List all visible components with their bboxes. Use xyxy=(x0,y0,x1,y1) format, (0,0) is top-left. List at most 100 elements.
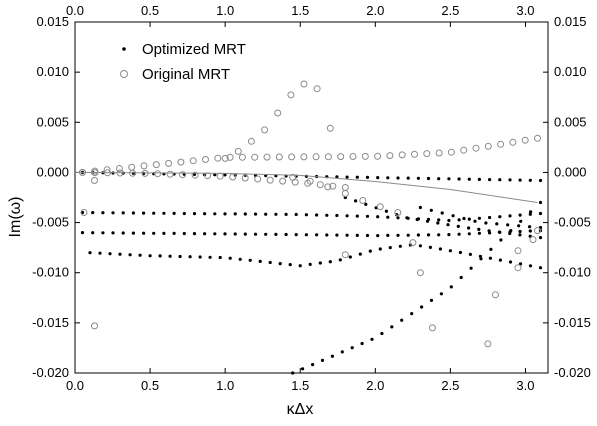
optimized-mrt-point xyxy=(178,254,182,259)
optimized-mrt-point xyxy=(348,255,352,259)
x-tick-label-bottom: 1.0 xyxy=(216,378,234,393)
optimized-mrt-point xyxy=(518,233,522,237)
optimized-mrt-point xyxy=(223,173,227,177)
optimized-mrt-point xyxy=(365,233,370,238)
optimized-mrt-point xyxy=(528,178,532,182)
y-tick-label-left: -0.005 xyxy=(32,215,69,230)
y-tick-label-right: -0.015 xyxy=(554,315,591,330)
optimized-mrt-point xyxy=(479,257,483,261)
optimized-mrt-point xyxy=(101,231,105,235)
optimized-mrt-point xyxy=(457,232,461,236)
original-mrt-point xyxy=(191,171,199,179)
optimized-mrt-point xyxy=(447,218,451,223)
optimized-mrt-point xyxy=(233,212,237,216)
x-tick-label-bottom: 2.5 xyxy=(441,378,459,393)
x-tick-label-top: 2.5 xyxy=(441,3,459,18)
optimized-mrt-point xyxy=(111,231,115,235)
original-mrt-point xyxy=(329,182,337,190)
original-mrt-point xyxy=(398,151,406,159)
optimized-mrt-point xyxy=(291,371,295,375)
optimized-mrt-point xyxy=(386,215,390,219)
original-mrt-point xyxy=(261,126,269,134)
optimized-mrt-point xyxy=(80,231,85,235)
optimized-mrt-point xyxy=(228,256,232,260)
optimized-mrt-point xyxy=(477,231,481,235)
optimized-mrt-point xyxy=(406,233,410,237)
optimized-mrt-point xyxy=(400,318,404,322)
optimized-mrt-point xyxy=(223,212,227,216)
original-mrt-point xyxy=(152,161,160,169)
original-mrt-point xyxy=(514,247,522,255)
optimized-mrt-point xyxy=(288,263,292,267)
optimized-mrt-point xyxy=(88,251,92,255)
optimized-mrt-point xyxy=(380,331,384,336)
original-mrt-point xyxy=(179,171,187,179)
optimized-mrt-point xyxy=(182,211,186,216)
optimized-mrt-point xyxy=(428,245,432,249)
optimized-mrt-point xyxy=(487,229,491,233)
optimized-mrt-point xyxy=(376,176,380,180)
original-mrt-point xyxy=(140,162,148,170)
x-tick-label-top: 3.0 xyxy=(516,3,534,18)
optimized-mrt-point xyxy=(497,230,501,234)
optimized-mrt-point xyxy=(538,236,543,240)
optimized-mrt-point xyxy=(370,337,374,341)
optimized-mrt-point xyxy=(498,178,502,182)
original-mrt-point xyxy=(289,173,297,181)
optimized-mrt-point xyxy=(458,250,462,255)
optimized-mrt-point xyxy=(396,216,400,220)
original-mrt-point xyxy=(275,153,283,161)
optimized-mrt-point xyxy=(354,199,358,203)
optimized-mrt-point xyxy=(499,238,503,242)
y-tick-label-left: 0.005 xyxy=(36,114,69,129)
optimized-mrt-point xyxy=(345,175,349,179)
original-mrt-point xyxy=(394,209,402,216)
original-mrt-point xyxy=(423,150,431,158)
optimized-mrt-point xyxy=(467,177,471,181)
optimized-mrt-point xyxy=(223,232,227,236)
optimized-mrt-point xyxy=(198,255,202,259)
original-mrt-point xyxy=(238,153,246,161)
original-mrt-point xyxy=(447,148,455,156)
original-mrt-point xyxy=(247,137,255,145)
optimized-mrt-point xyxy=(538,211,543,216)
optimized-mrt-point xyxy=(528,229,532,233)
original-mrt-point xyxy=(300,80,308,88)
optimized-mrt-point xyxy=(338,258,342,262)
y-tick-label-right: -0.010 xyxy=(554,265,591,280)
original-mrt-point xyxy=(251,153,259,161)
x-tick-label-bottom: 3.0 xyxy=(516,378,534,393)
optimized-mrt-point xyxy=(519,219,523,223)
optimized-mrt-point xyxy=(398,244,402,248)
optimized-mrt-point xyxy=(508,178,512,182)
original-mrt-point xyxy=(409,239,417,247)
optimized-mrt-point xyxy=(418,244,422,248)
optimized-mrt-point xyxy=(238,257,242,261)
optimized-mrt-point xyxy=(467,232,471,236)
legend-marker-original xyxy=(120,70,128,78)
original-mrt-point xyxy=(324,153,332,161)
optimized-mrt-point xyxy=(315,233,319,237)
optimized-mrt-point xyxy=(508,260,513,264)
optimized-mrt-point xyxy=(278,262,282,266)
optimized-mrt-point xyxy=(121,231,125,235)
optimized-mrt-point xyxy=(386,176,390,180)
original-mrt-point xyxy=(491,291,499,299)
optimized-mrt-point xyxy=(365,175,370,179)
legend-label: Optimized MRT xyxy=(142,41,246,58)
optimized-mrt-point xyxy=(449,285,453,289)
optimized-mrt-point xyxy=(378,247,382,251)
optimized-mrt-point xyxy=(518,178,522,182)
optimized-mrt-point xyxy=(518,229,522,234)
optimized-mrt-point xyxy=(457,177,461,181)
original-mrt-point xyxy=(263,153,271,161)
optimized-mrt-point xyxy=(203,212,207,216)
optimized-mrt-point xyxy=(345,214,349,218)
x-tick-label-top: 0.0 xyxy=(66,3,84,18)
optimized-mrt-point xyxy=(101,211,105,215)
optimized-mrt-point xyxy=(172,231,176,235)
optimized-mrt-point xyxy=(138,253,142,257)
optimized-mrt-point xyxy=(325,233,329,237)
optimized-mrt-point xyxy=(528,212,532,216)
